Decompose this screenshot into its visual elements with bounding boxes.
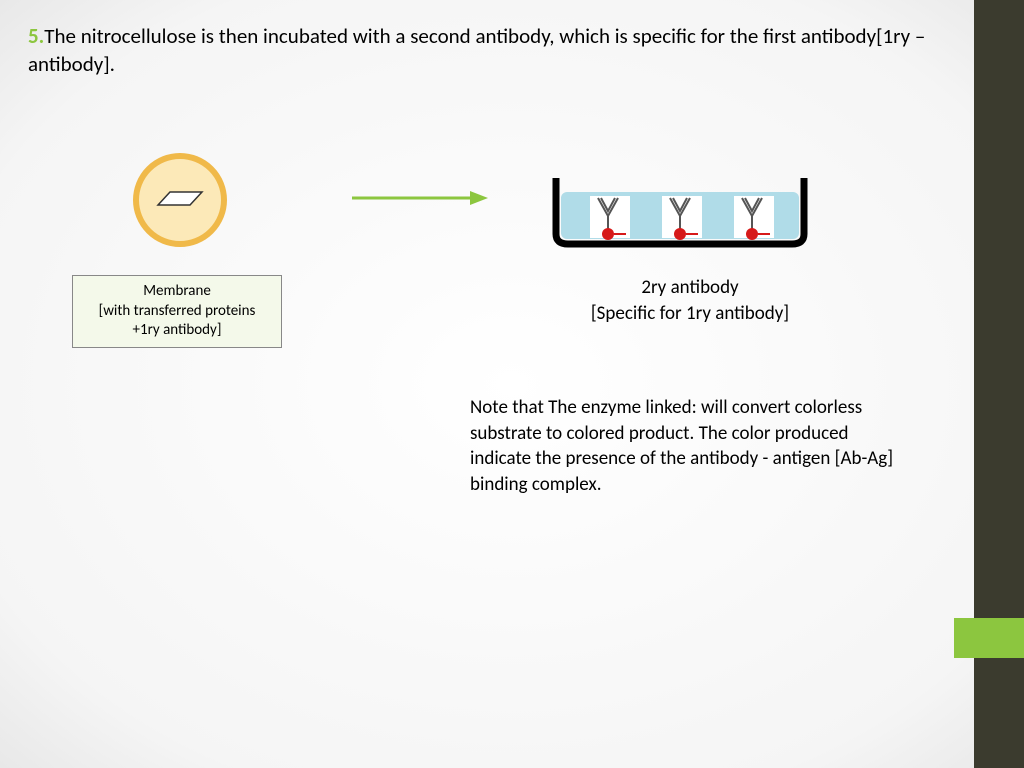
note-text: Note that The enzyme linked: will conver…: [470, 395, 910, 498]
membrane-label-box: Membrane [with transferred proteins +1ry…: [72, 275, 282, 348]
membrane-circle-icon: [130, 150, 230, 250]
step-number: 5.: [28, 23, 44, 49]
membrane-label-line3: +1ry antibody]: [77, 321, 277, 341]
tray-label-line1: 2ry antibody: [550, 275, 830, 301]
step-text: The nitrocellulose is then incubated wit…: [28, 23, 925, 77]
step-heading: 5.The nitrocellulose is then incubated w…: [28, 22, 934, 79]
tray-label: 2ry antibody [Specific for 1ry antibody]: [550, 275, 830, 326]
arrow-icon: [350, 188, 490, 208]
membrane-label-line1: Membrane: [77, 282, 277, 302]
incubation-tray-icon: [550, 172, 810, 252]
tray-label-line2: [Specific for 1ry antibody]: [550, 301, 830, 327]
slide-accent-block: [954, 618, 1024, 658]
membrane-label-line2: [with transferred proteins: [77, 302, 277, 322]
